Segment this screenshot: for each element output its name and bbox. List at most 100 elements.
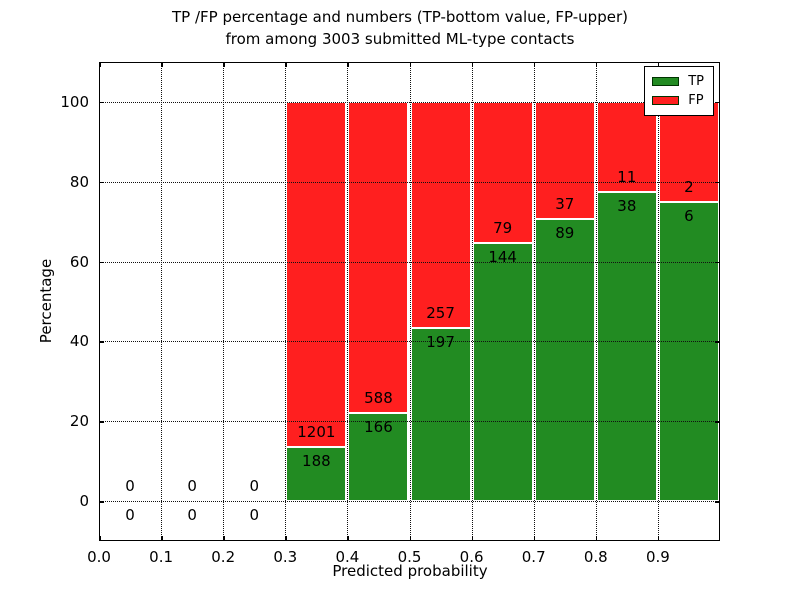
tp-count-label: 0 <box>187 506 197 525</box>
fp-count-label: 0 <box>187 477 197 496</box>
x-tick <box>595 536 598 541</box>
x-tick <box>99 62 101 67</box>
chart-title-line1: TP /FP percentage and numbers (TP-bottom… <box>172 8 628 26</box>
x-tick <box>471 62 474 67</box>
tp-count-label: 0 <box>125 506 135 525</box>
x-tick <box>409 62 411 67</box>
x-gridline <box>533 62 535 541</box>
x-tick-label: 0.0 <box>87 548 111 566</box>
y-tick <box>715 261 720 264</box>
x-tick <box>285 536 287 541</box>
fp-count-label: 2 <box>684 177 694 196</box>
y-tick <box>99 341 104 343</box>
tp-count-label: 188 <box>302 452 331 471</box>
x-axis-label: Predicted probability <box>332 562 488 580</box>
x-tick <box>285 62 287 67</box>
y-tick <box>715 501 720 503</box>
bar-segment-fp <box>286 101 347 448</box>
bar-segment-fp <box>472 101 533 244</box>
y-tick <box>99 421 104 423</box>
bar-segment-tp <box>472 243 533 502</box>
bar-segment-fp <box>410 101 471 328</box>
y-tick <box>99 181 104 184</box>
bar-segment-tp <box>410 327 471 502</box>
x-tick <box>657 536 660 541</box>
tp-count-label: 144 <box>488 248 517 267</box>
x-tick-label: 0.3 <box>273 548 298 566</box>
x-gridline <box>409 62 411 541</box>
legend-item-fp: FP <box>652 91 704 110</box>
fp-count-label: 0 <box>125 477 135 496</box>
tp-count-label: 0 <box>249 506 260 525</box>
tp-count-label: 38 <box>617 196 637 215</box>
bar-segment-tp <box>348 413 409 502</box>
x-tick <box>533 536 536 541</box>
y-tick <box>715 341 720 343</box>
chart-title-line2: from among 3003 submitted ML-type contac… <box>225 30 575 48</box>
y-tick-label: 80 <box>69 172 89 191</box>
x-tick <box>533 62 536 67</box>
y-axis-label: Percentage <box>37 258 55 344</box>
y-tick-label: 100 <box>60 92 89 111</box>
fp-count-label: 79 <box>493 219 513 238</box>
x-gridline <box>347 62 349 541</box>
x-tick-label: 0.7 <box>521 548 546 566</box>
bar-segment-tp <box>596 191 657 502</box>
x-tick-label: 0.2 <box>211 548 236 566</box>
x-tick <box>223 536 225 541</box>
chart-title: TP /FP percentage and numbers (TP-bottom… <box>0 6 800 50</box>
bar-segment-tp <box>658 201 719 502</box>
y-tick <box>99 101 104 104</box>
legend-label-fp: FP <box>688 93 704 108</box>
x-gridline <box>161 62 163 541</box>
x-gridline <box>285 62 287 541</box>
plot-area: TP FP 0 0 0 0 0 0 1201 188 588 166 257 197 79 144 37 89… <box>99 62 720 541</box>
y-tick <box>715 421 720 423</box>
x-tick-label: 0.5 <box>397 548 422 566</box>
x-tick-label: 0.6 <box>459 548 484 566</box>
y-tick <box>99 261 104 264</box>
x-tick <box>409 536 411 541</box>
y-tick-label: 20 <box>69 412 89 431</box>
x-gridline <box>657 62 659 541</box>
x-tick-label: 0.1 <box>149 548 174 566</box>
x-tick <box>657 62 660 67</box>
bar-segment-tp <box>286 447 347 502</box>
y-tick <box>715 181 720 184</box>
x-tick <box>347 536 349 541</box>
tp-count-label: 197 <box>426 332 455 351</box>
x-tick-label: 0.8 <box>583 548 608 566</box>
x-tick <box>471 536 474 541</box>
x-tick <box>347 62 349 67</box>
x-tick-label: 0.4 <box>335 548 360 566</box>
fp-count-label: 257 <box>426 303 455 322</box>
tp-count-label: 166 <box>364 418 393 437</box>
x-gridline <box>595 62 597 541</box>
y-tick-label: 0 <box>79 492 89 511</box>
fp-count-label: 1201 <box>297 423 336 442</box>
fp-count-label: 0 <box>249 477 260 496</box>
legend-item-tp: TP <box>652 72 704 91</box>
x-gridline <box>223 62 225 541</box>
x-gridline <box>471 62 473 541</box>
fp-count-label: 11 <box>617 167 637 186</box>
bar-segment-tp <box>534 219 595 502</box>
legend-label-tp: TP <box>688 74 704 89</box>
x-tick <box>99 536 101 541</box>
x-tick <box>161 62 163 67</box>
x-tick-label: 0.9 <box>645 548 670 566</box>
fp-color-swatch <box>652 96 680 105</box>
fp-count-label: 588 <box>364 389 393 408</box>
y-tick-label: 60 <box>69 252 89 271</box>
legend: TP FP <box>644 66 714 116</box>
tp-color-swatch <box>652 77 680 86</box>
x-tick <box>223 62 225 67</box>
y-tick <box>715 101 720 104</box>
tp-count-label: 6 <box>684 206 694 225</box>
y-tick <box>99 501 104 503</box>
tp-count-label: 89 <box>555 224 575 243</box>
fp-count-label: 37 <box>555 195 575 214</box>
x-tick <box>595 62 598 67</box>
y-tick-label: 40 <box>69 332 89 351</box>
